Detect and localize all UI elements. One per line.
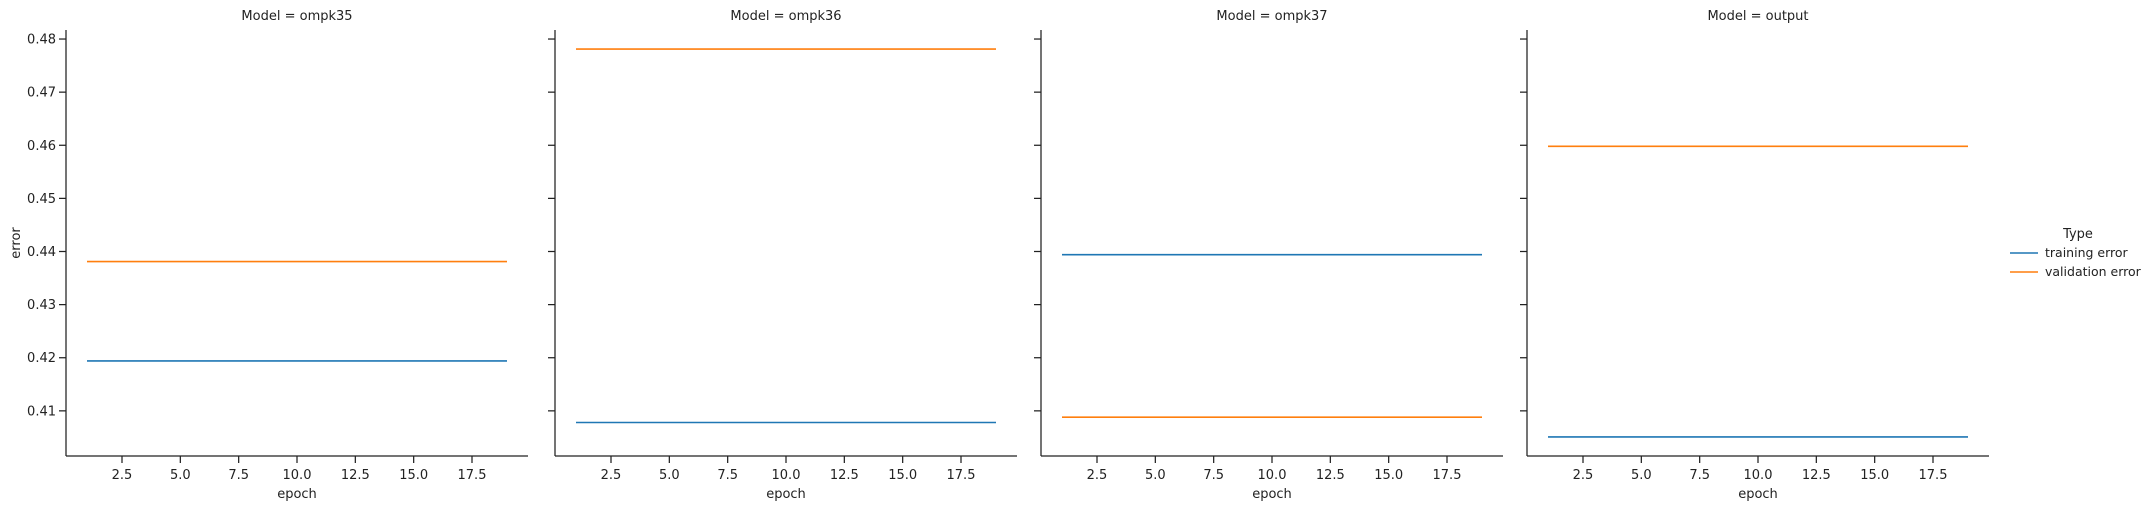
- x-tick-label: 17.5: [1919, 468, 1948, 483]
- x-tick-label: 10.0: [1744, 468, 1773, 483]
- x-tick-label: 15.0: [1860, 468, 1889, 483]
- x-tick-label: 7.5: [228, 468, 249, 483]
- x-tick-label: 5.0: [659, 468, 680, 483]
- y-tick-label: 0.42: [27, 351, 56, 366]
- x-tick-label: 5.0: [170, 468, 191, 483]
- panel-title: Model = ompk35: [241, 9, 352, 24]
- x-tick-label: 15.0: [888, 468, 917, 483]
- legend-label: training error: [2045, 245, 2129, 260]
- panel-title: Model = ompk37: [1216, 9, 1327, 24]
- y-tick-label: 0.44: [27, 245, 56, 260]
- y-tick-label: 0.41: [27, 404, 56, 419]
- x-axis-label: epoch: [1738, 487, 1778, 502]
- y-tick-label: 0.45: [27, 192, 56, 207]
- x-tick-label: 15.0: [1374, 468, 1403, 483]
- x-tick-label: 12.5: [830, 468, 859, 483]
- x-tick-label: 10.0: [283, 468, 312, 483]
- x-tick-label: 17.5: [1433, 468, 1462, 483]
- x-tick-label: 17.5: [458, 468, 487, 483]
- x-tick-label: 2.5: [601, 468, 622, 483]
- x-tick-label: 5.0: [1145, 468, 1166, 483]
- x-tick-label: 7.5: [1203, 468, 1224, 483]
- x-tick-label: 12.5: [1316, 468, 1345, 483]
- y-tick-label: 0.47: [27, 86, 56, 101]
- legend-label: validation error: [2045, 264, 2142, 279]
- x-tick-label: 10.0: [772, 468, 801, 483]
- x-tick-label: 10.0: [1258, 468, 1287, 483]
- legend-title: Type: [2062, 227, 2093, 242]
- x-tick-label: 12.5: [341, 468, 370, 483]
- x-axis-label: epoch: [1252, 487, 1292, 502]
- y-tick-label: 0.46: [27, 139, 56, 154]
- x-axis-label: epoch: [277, 487, 317, 502]
- x-tick-label: 2.5: [1087, 468, 1108, 483]
- panel-title: Model = output: [1707, 9, 1808, 24]
- x-axis-label: epoch: [766, 487, 806, 502]
- x-tick-label: 7.5: [717, 468, 738, 483]
- panel-title: Model = ompk36: [730, 9, 841, 24]
- y-axis-label: error: [9, 227, 24, 259]
- x-tick-label: 2.5: [1573, 468, 1594, 483]
- y-tick-label: 0.48: [27, 33, 56, 48]
- y-tick-label: 0.43: [27, 298, 56, 313]
- x-tick-label: 15.0: [399, 468, 428, 483]
- x-tick-label: 2.5: [112, 468, 133, 483]
- x-tick-label: 12.5: [1802, 468, 1831, 483]
- x-tick-label: 17.5: [947, 468, 976, 483]
- x-tick-label: 7.5: [1689, 468, 1710, 483]
- x-tick-label: 5.0: [1631, 468, 1652, 483]
